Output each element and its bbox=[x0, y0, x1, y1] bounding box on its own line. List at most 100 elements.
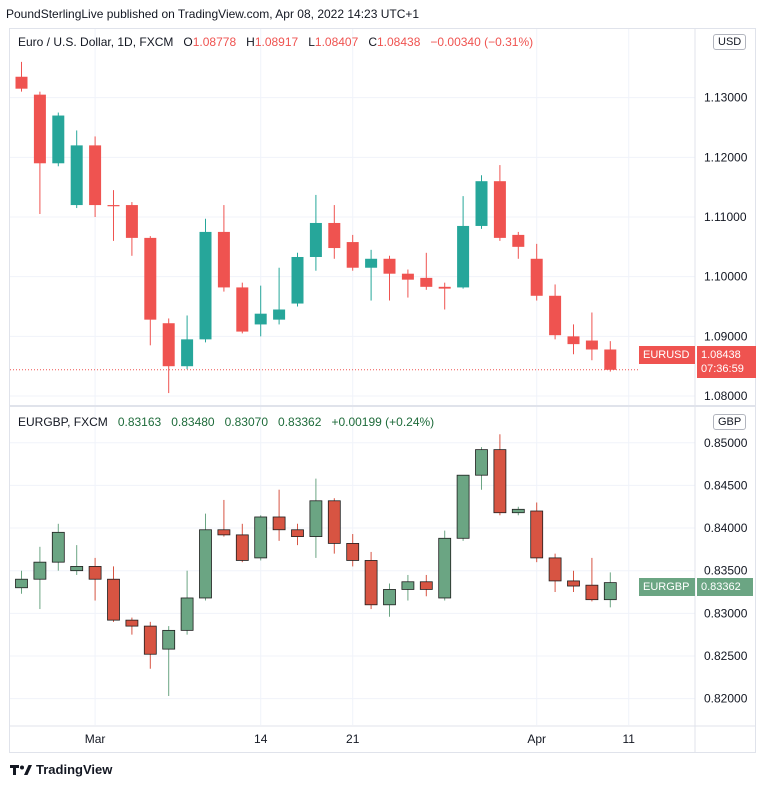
top-candle-body bbox=[162, 323, 175, 367]
bottom-candle-body bbox=[272, 516, 286, 531]
top-y-tick-label: 1.13000 bbox=[704, 91, 748, 105]
top-legend: Euro / U.S. Dollar, 1D, FXCM O1.08778 H1… bbox=[18, 35, 533, 49]
bottom-y-tick-label: 0.83000 bbox=[704, 606, 748, 620]
bottom-y-tick-label: 0.84000 bbox=[704, 521, 748, 535]
x-axis-tick-label: 14 bbox=[254, 732, 268, 746]
bottom-candle-body bbox=[291, 529, 304, 537]
top-candle-body bbox=[33, 94, 46, 164]
top-candle-body bbox=[217, 231, 230, 288]
bottom-candle-body bbox=[235, 534, 249, 561]
top-y-tick-label: 1.08000 bbox=[704, 389, 748, 403]
top-open-label: O bbox=[183, 35, 193, 49]
chart-frame bbox=[9, 28, 756, 753]
bottom-candle-body bbox=[475, 449, 488, 476]
top-candle-body bbox=[144, 237, 157, 320]
top-candle-body bbox=[493, 181, 506, 238]
bottom-candle-body bbox=[15, 578, 28, 589]
top-currency-unit[interactable]: USD bbox=[713, 34, 747, 50]
top-candle-body bbox=[15, 76, 28, 89]
x-axis-tick-label: Apr bbox=[527, 732, 546, 746]
bottom-candle-body bbox=[401, 581, 415, 590]
bottom-y-tick-label: 0.85000 bbox=[704, 436, 748, 450]
top-close-value: 1.08438 bbox=[376, 35, 421, 49]
top-y-tick-label: 1.10000 bbox=[704, 270, 748, 284]
top-candle-body bbox=[70, 145, 83, 206]
top-candle-body bbox=[383, 258, 396, 274]
bottom-candle-body bbox=[603, 582, 617, 601]
bottom-candle-body bbox=[493, 449, 507, 514]
bottom-low-value: 0.83070 bbox=[224, 415, 269, 429]
bottom-candle-body bbox=[548, 557, 562, 582]
bottom-candle-body bbox=[511, 508, 525, 514]
bottom-currency-unit[interactable]: GBP bbox=[713, 414, 747, 430]
top-change: −0.00340 (−0.31%) bbox=[430, 35, 534, 49]
tradingview-label: TradingView bbox=[36, 762, 113, 777]
top-candle-body bbox=[199, 231, 212, 340]
bottom-candle-body bbox=[254, 516, 268, 559]
bottom-candle-body bbox=[199, 529, 212, 599]
bottom-candle-body bbox=[383, 589, 396, 606]
top-price-timer: 07:36:59 bbox=[701, 363, 744, 375]
bottom-close-value: 0.83362 bbox=[278, 415, 322, 429]
top-y-tick-label: 1.12000 bbox=[704, 150, 748, 164]
bottom-candle-body bbox=[125, 619, 139, 627]
bottom-candle-body bbox=[33, 561, 47, 580]
top-candle-body bbox=[420, 277, 433, 287]
bottom-candle-body bbox=[143, 625, 157, 655]
top-high-value: 1.08917 bbox=[254, 35, 299, 49]
top-candle-body bbox=[328, 222, 341, 249]
x-axis-tick-label: 11 bbox=[622, 732, 635, 746]
bottom-candle-body bbox=[70, 566, 84, 572]
top-candle-body bbox=[181, 339, 194, 367]
top-candle-body bbox=[457, 225, 470, 288]
tradingview-logo-icon bbox=[10, 764, 32, 775]
bottom-candle-body bbox=[327, 500, 341, 544]
bottom-open-value: 0.83163 bbox=[117, 415, 162, 429]
top-candle-body bbox=[291, 256, 304, 304]
bottom-candle-body bbox=[51, 531, 65, 563]
bottom-symbol: EURGBP, FXCM bbox=[18, 415, 108, 429]
top-high-label: H bbox=[246, 35, 255, 49]
bottom-candle-body bbox=[530, 510, 544, 559]
tradingview-footer[interactable]: TradingView bbox=[10, 762, 112, 777]
top-candle-body bbox=[438, 286, 451, 289]
bottom-change: +0.00199 (+0.24%) bbox=[331, 415, 435, 429]
top-candle-body bbox=[604, 349, 617, 370]
bottom-price-tag-value: 0.83362 bbox=[697, 578, 753, 596]
top-candle-body bbox=[254, 313, 267, 325]
top-y-tick-label: 1.09000 bbox=[704, 329, 748, 343]
top-candle-body bbox=[567, 336, 580, 345]
x-axis-tick-label: Mar bbox=[85, 732, 106, 746]
top-candle-body bbox=[549, 295, 562, 336]
bottom-candle-body bbox=[217, 529, 231, 536]
top-low-value: 1.08407 bbox=[314, 35, 359, 49]
top-candle-body bbox=[89, 145, 102, 206]
bottom-candle-body bbox=[107, 578, 120, 621]
top-open-value: 1.08778 bbox=[192, 35, 237, 49]
bottom-candle-body bbox=[180, 597, 194, 631]
top-candle-body bbox=[530, 258, 543, 296]
top-candle-body bbox=[273, 309, 286, 320]
top-candle-body bbox=[512, 234, 525, 247]
top-candle-body bbox=[125, 205, 138, 238]
bottom-candle-body bbox=[162, 629, 176, 650]
publisher-header: PoundSterlingLive published on TradingVi… bbox=[6, 7, 420, 21]
top-symbol: Euro / U.S. Dollar, 1D, FXCM bbox=[18, 35, 174, 49]
bottom-legend: EURGBP, FXCM 0.83163 0.83480 0.83070 0.8… bbox=[18, 415, 434, 429]
top-low-label: L bbox=[308, 35, 315, 49]
top-candle-body bbox=[309, 222, 322, 257]
bottom-y-tick-label: 0.82500 bbox=[704, 649, 748, 663]
bottom-candle-body bbox=[585, 584, 599, 601]
top-candle-body bbox=[346, 242, 359, 268]
x-axis-tick-label: 21 bbox=[346, 732, 360, 746]
bottom-y-tick-label: 0.84500 bbox=[704, 478, 748, 492]
bottom-candle-body bbox=[567, 580, 580, 587]
top-price-tag-symbol: EURUSD bbox=[639, 346, 695, 364]
bottom-candle-body bbox=[309, 500, 323, 537]
bottom-candle-body bbox=[364, 560, 378, 606]
bottom-candle-body bbox=[346, 543, 360, 561]
bottom-candle-body bbox=[438, 537, 452, 599]
top-price-tag-value: 1.08438 07:36:59 bbox=[697, 346, 756, 378]
bottom-y-tick-label: 0.82000 bbox=[704, 692, 748, 706]
